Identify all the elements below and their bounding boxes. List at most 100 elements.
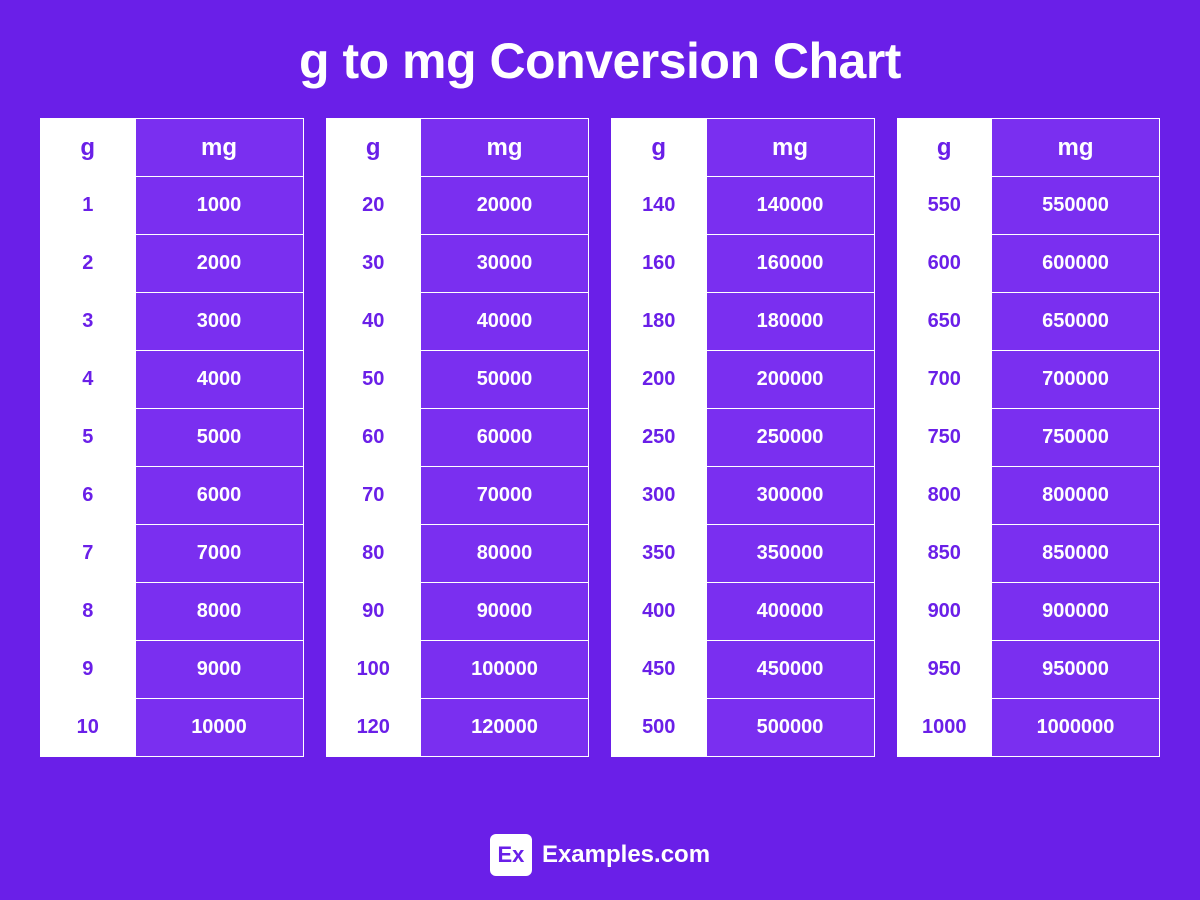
cell-mg: 650000 xyxy=(992,293,1160,351)
footer: Ex Examples.com xyxy=(0,834,1200,876)
header-mg: mg xyxy=(135,119,303,177)
cell-mg: 950000 xyxy=(992,641,1160,699)
footer-site-text: Examples.com xyxy=(542,841,710,869)
cell-g: 60 xyxy=(326,409,421,467)
header-mg: mg xyxy=(421,119,589,177)
cell-mg: 4000 xyxy=(135,351,303,409)
cell-mg: 160000 xyxy=(706,235,874,293)
table-row: 250250000 xyxy=(612,409,875,467)
cell-mg: 90000 xyxy=(421,583,589,641)
cell-mg: 6000 xyxy=(135,467,303,525)
cell-mg: 350000 xyxy=(706,525,874,583)
cell-g: 90 xyxy=(326,583,421,641)
table-row: 550550000 xyxy=(897,177,1160,235)
cell-mg: 120000 xyxy=(421,699,589,757)
logo-icon: Ex xyxy=(490,834,532,876)
cell-g: 550 xyxy=(897,177,992,235)
table-row: 800800000 xyxy=(897,467,1160,525)
cell-mg: 20000 xyxy=(421,177,589,235)
cell-mg: 500000 xyxy=(706,699,874,757)
cell-g: 300 xyxy=(612,467,707,525)
table-row: 3030000 xyxy=(326,235,589,293)
cell-g: 950 xyxy=(897,641,992,699)
table-row: 650650000 xyxy=(897,293,1160,351)
cell-mg: 400000 xyxy=(706,583,874,641)
table-row: 950950000 xyxy=(897,641,1160,699)
cell-g: 750 xyxy=(897,409,992,467)
cell-mg: 700000 xyxy=(992,351,1160,409)
cell-mg: 200000 xyxy=(706,351,874,409)
cell-g: 850 xyxy=(897,525,992,583)
table-row: 180180000 xyxy=(612,293,875,351)
table-row: 300300000 xyxy=(612,467,875,525)
cell-mg: 450000 xyxy=(706,641,874,699)
cell-mg: 180000 xyxy=(706,293,874,351)
cell-mg: 7000 xyxy=(135,525,303,583)
cell-mg: 600000 xyxy=(992,235,1160,293)
table-row: 120120000 xyxy=(326,699,589,757)
table-row: 99000 xyxy=(41,641,304,699)
table-row: 600600000 xyxy=(897,235,1160,293)
table-row: 400400000 xyxy=(612,583,875,641)
cell-g: 1 xyxy=(41,177,136,235)
cell-g: 400 xyxy=(612,583,707,641)
table-row: 10001000000 xyxy=(897,699,1160,757)
cell-g: 450 xyxy=(612,641,707,699)
table-row: 750750000 xyxy=(897,409,1160,467)
cell-mg: 750000 xyxy=(992,409,1160,467)
table-row: 44000 xyxy=(41,351,304,409)
cell-mg: 5000 xyxy=(135,409,303,467)
cell-mg: 900000 xyxy=(992,583,1160,641)
cell-mg: 850000 xyxy=(992,525,1160,583)
cell-mg: 140000 xyxy=(706,177,874,235)
cell-g: 100 xyxy=(326,641,421,699)
cell-g: 2 xyxy=(41,235,136,293)
header-mg: mg xyxy=(992,119,1160,177)
table-row: 11000 xyxy=(41,177,304,235)
header-g: g xyxy=(612,119,707,177)
cell-mg: 80000 xyxy=(421,525,589,583)
conversion-table-3: g mg 140140000 160160000 180180000 20020… xyxy=(611,118,875,757)
conversion-table-2: g mg 2020000 3030000 4040000 5050000 606… xyxy=(326,118,590,757)
table-row: 8080000 xyxy=(326,525,589,583)
cell-mg: 8000 xyxy=(135,583,303,641)
table-row: 100100000 xyxy=(326,641,589,699)
table-row: 450450000 xyxy=(612,641,875,699)
table-row: 6060000 xyxy=(326,409,589,467)
cell-mg: 2000 xyxy=(135,235,303,293)
cell-mg: 300000 xyxy=(706,467,874,525)
table-row: 5050000 xyxy=(326,351,589,409)
cell-mg: 100000 xyxy=(421,641,589,699)
table-row: 4040000 xyxy=(326,293,589,351)
cell-g: 350 xyxy=(612,525,707,583)
cell-g: 700 xyxy=(897,351,992,409)
table-row: 200200000 xyxy=(612,351,875,409)
cell-g: 800 xyxy=(897,467,992,525)
cell-g: 140 xyxy=(612,177,707,235)
cell-g: 20 xyxy=(326,177,421,235)
cell-g: 200 xyxy=(612,351,707,409)
table-row: 88000 xyxy=(41,583,304,641)
cell-mg: 3000 xyxy=(135,293,303,351)
table-row: 66000 xyxy=(41,467,304,525)
cell-g: 30 xyxy=(326,235,421,293)
table-row: 2020000 xyxy=(326,177,589,235)
cell-g: 5 xyxy=(41,409,136,467)
header-g: g xyxy=(897,119,992,177)
cell-g: 3 xyxy=(41,293,136,351)
cell-g: 50 xyxy=(326,351,421,409)
table-row: 140140000 xyxy=(612,177,875,235)
table-row: 9090000 xyxy=(326,583,589,641)
table-row: 77000 xyxy=(41,525,304,583)
cell-g: 80 xyxy=(326,525,421,583)
table-row: 22000 xyxy=(41,235,304,293)
table-row: 900900000 xyxy=(897,583,1160,641)
cell-mg: 800000 xyxy=(992,467,1160,525)
cell-g: 500 xyxy=(612,699,707,757)
table-row: 700700000 xyxy=(897,351,1160,409)
cell-g: 70 xyxy=(326,467,421,525)
cell-g: 9 xyxy=(41,641,136,699)
cell-g: 900 xyxy=(897,583,992,641)
cell-g: 7 xyxy=(41,525,136,583)
conversion-table-1: g mg 11000 22000 33000 44000 55000 66000… xyxy=(40,118,304,757)
